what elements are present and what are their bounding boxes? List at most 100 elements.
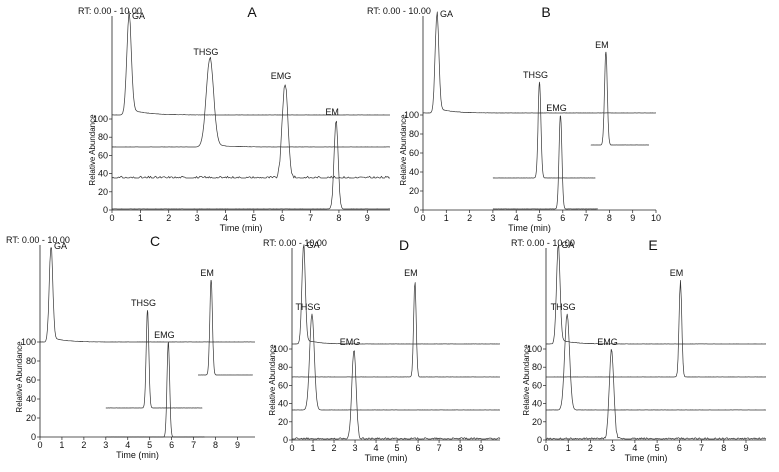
trace-line-emg: [105, 341, 205, 438]
x-tick-label: 7: [191, 440, 196, 450]
x-tick-label: 8: [607, 213, 612, 223]
x-tick-label: 1: [59, 440, 64, 450]
trace-line-em: [197, 279, 253, 376]
x-tick-label: 0: [543, 443, 548, 453]
x-tick-label: 7: [437, 443, 442, 453]
x-tick-label: 1: [444, 213, 449, 223]
peak-label-emg: EMG: [340, 337, 361, 347]
x-tick-label: 2: [467, 213, 472, 223]
y-tick-label: 80: [26, 356, 36, 366]
y-tick-label: 40: [26, 394, 36, 404]
chromatogram-panel-d: GA THSG EMG EM 0 1 2 3 4 5 6 7 8 9 0 20 40 60 80 100 Time (m…: [263, 237, 501, 463]
x-tick-label: 2: [81, 440, 86, 450]
trace-line-ga: [292, 244, 501, 345]
trace-line-ga: [545, 244, 767, 345]
chromatogram-panel-c: GA THSG EMG EM 0 1 2 3 4 5 6 7 8 9 0 20 40 60 80 100 Time (m…: [6, 233, 255, 460]
x-tick-label: 4: [514, 213, 519, 223]
y-tick-label: 40: [532, 399, 542, 409]
x-tick-label: 5: [147, 440, 152, 450]
peak-label-thsg: THSG: [551, 302, 576, 312]
x-tick-label: 6: [416, 443, 421, 453]
x-axis-label: Time (min): [508, 223, 551, 233]
y-tick-label: 60: [26, 375, 36, 385]
peak-label-ga: GA: [561, 240, 574, 250]
x-tick-label: 2: [588, 443, 593, 453]
x-axis-label: Time (min): [116, 450, 159, 460]
rt-range-label: RT: 0.00 - 10.00: [367, 6, 431, 16]
x-tick-label: 5: [655, 443, 660, 453]
trace-line-ga: [112, 10, 390, 116]
x-tick-label: 4: [125, 440, 130, 450]
peak-label-ga: GA: [307, 240, 320, 250]
y-axis-label: Relative Abundance: [88, 114, 97, 186]
x-tick-label: 3: [610, 443, 615, 453]
x-tick-label: 7: [584, 213, 589, 223]
y-tick-label: 40: [98, 169, 108, 179]
y-axis-label: Relative Abundance: [399, 114, 408, 186]
y-tick-label: 20: [409, 186, 419, 196]
y-tick-label: 60: [278, 380, 288, 390]
x-tick-label: 3: [490, 213, 495, 223]
y-axis-label: Relative Abundance: [268, 344, 277, 416]
y-axis-label: Relative Abundance: [15, 341, 24, 413]
y-tick-label: 100: [93, 114, 108, 124]
trace-line-em: [292, 282, 500, 378]
x-tick-label: 7: [308, 213, 313, 223]
trace-line-thsg: [111, 56, 391, 148]
peak-label-thsg: THSG: [131, 298, 156, 308]
y-tick-label: 0: [414, 205, 419, 215]
y-tick-label: 40: [278, 399, 288, 409]
y-tick-label: 40: [409, 167, 419, 177]
y-tick-label: 100: [273, 344, 288, 354]
peak-label-thsg: THSG: [295, 302, 320, 312]
x-tick-label: 2: [332, 443, 337, 453]
x-tick-label: 4: [374, 443, 379, 453]
peak-label-em: EM: [200, 268, 214, 278]
y-tick-label: 20: [532, 417, 542, 427]
y-tick-label: 100: [404, 110, 419, 120]
peak-label-thsg: THSG: [193, 47, 218, 57]
rt-range-label: RT: 0.00 - 10.00: [263, 238, 327, 248]
y-tick-label: 60: [532, 380, 542, 390]
x-tick-label: 4: [632, 443, 637, 453]
x-tick-label: 9: [235, 440, 240, 450]
rt-range-label: RT: 0.00 - 10.00: [6, 235, 70, 245]
trace-line-emg: [292, 350, 501, 440]
peak-label-emg: EMG: [154, 330, 175, 340]
x-tick-label: 2: [166, 213, 171, 223]
x-axis-label: Time (min): [625, 453, 668, 463]
y-tick-label: 80: [409, 129, 419, 139]
x-tick-label: 8: [336, 213, 341, 223]
trace-line-em: [546, 279, 767, 378]
x-tick-label: 6: [677, 443, 682, 453]
y-tick-label: 100: [527, 344, 542, 354]
panel-letter: D: [399, 237, 409, 253]
x-tick-label: 10: [651, 213, 661, 223]
x-axis-label: Time (min): [220, 223, 263, 233]
peak-label-em: EM: [670, 268, 684, 278]
y-tick-label: 100: [21, 337, 36, 347]
peak-label-thsg: THSG: [523, 70, 548, 80]
y-tick-label: 20: [26, 413, 36, 423]
x-tick-label: 9: [365, 213, 370, 223]
x-tick-label: 1: [566, 443, 571, 453]
panel-letter: B: [541, 4, 550, 20]
panel-letter: E: [648, 237, 657, 253]
x-tick-label: 3: [353, 443, 358, 453]
peak-label-ga: GA: [132, 11, 145, 21]
y-tick-label: 60: [409, 148, 419, 158]
x-tick-label: 6: [169, 440, 174, 450]
panel-letter: A: [247, 4, 257, 20]
x-tick-label: 0: [420, 213, 425, 223]
y-tick-label: 0: [31, 432, 36, 442]
trace-line-thsg: [105, 310, 203, 409]
rt-range-label: RT: 0.00 - 10.00: [511, 238, 575, 248]
trace-line-thsg: [492, 81, 596, 179]
y-axis-label: Relative Abundance: [522, 344, 531, 416]
x-tick-label: 4: [223, 213, 228, 223]
x-tick-label: 0: [37, 440, 42, 450]
x-tick-label: 8: [721, 443, 726, 453]
x-tick-label: 6: [560, 213, 565, 223]
